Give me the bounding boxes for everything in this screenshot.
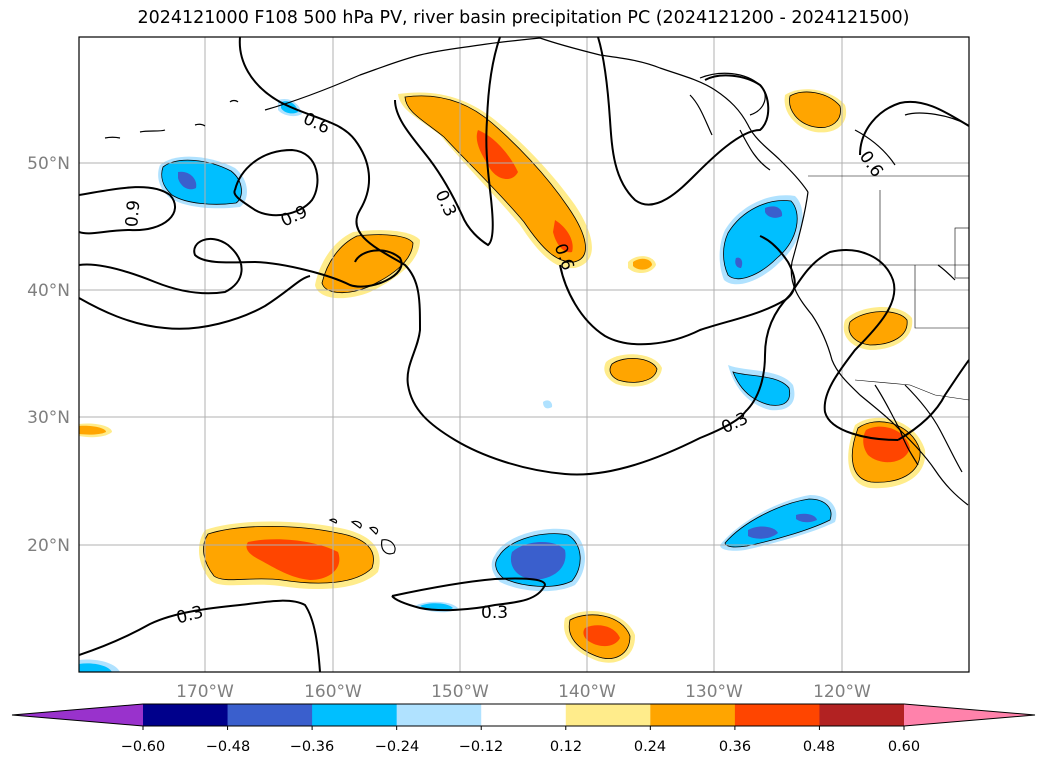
lat-label: 20°N <box>27 536 70 556</box>
colorbar-segment <box>650 704 736 726</box>
precip-negative-area <box>161 160 242 205</box>
precip-positive-area <box>633 258 652 270</box>
colorbar-ticks: −0.60 −0.48 −0.36 −0.24 −0.12 0.12 0.24 … <box>121 739 920 755</box>
map-title: 2024121000 F108 500 hPa PV, river basin … <box>137 8 910 28</box>
pv-contour-line <box>233 148 319 217</box>
alaska-coast <box>264 37 809 193</box>
colorbar-segment <box>481 704 567 726</box>
colorbar-tick-label: −0.60 <box>121 739 165 755</box>
lon-label: 130°W <box>685 682 743 702</box>
pv-contour-line <box>597 37 770 206</box>
colorbar-tick-label: 0.48 <box>803 739 835 755</box>
pv-contour-line <box>79 275 311 330</box>
precip-positive-area <box>848 311 908 345</box>
precip-negative-area <box>765 206 783 218</box>
map-area: 0.6 0.9 0.9 0.3 0.6 0.6 0.3 0.3 0.3 <box>79 37 969 672</box>
pv-contour-line <box>391 577 547 612</box>
pv-contour-line <box>394 37 501 247</box>
hawaii-islands <box>328 518 396 555</box>
latitude-axis: 50°N 40°N 30°N 20°N <box>27 154 70 556</box>
precip-negative-area <box>723 200 798 279</box>
precip-negative-area <box>79 663 112 672</box>
lon-label: 170°W <box>176 682 234 702</box>
lon-label: 120°W <box>813 682 871 702</box>
pv-contour-line <box>859 100 969 156</box>
pv-contour-label: 0.3 <box>174 602 205 628</box>
colorbar-tick-label: 0.36 <box>719 739 751 755</box>
lon-label: 160°W <box>304 682 362 702</box>
pv-contour-label: 0.3 <box>718 409 751 439</box>
precip-outlines <box>161 91 921 659</box>
colorbar-segment <box>819 704 905 726</box>
precip-positive-area <box>863 426 910 463</box>
precip-positive-area <box>322 234 413 293</box>
pv-contour-line <box>744 249 899 441</box>
colorbar-segment <box>312 704 398 726</box>
colorbar-tick-label: −0.48 <box>206 739 250 755</box>
colorbar-extend-max <box>904 704 1035 726</box>
pv-contour-line <box>559 235 796 346</box>
colorbar-extend-min <box>12 704 143 726</box>
lon-label: 140°W <box>558 682 616 702</box>
lat-label: 50°N <box>27 154 70 174</box>
colorbar-segment <box>734 704 820 726</box>
north-america-west-coast <box>790 191 969 506</box>
precip-positive-area <box>610 358 657 383</box>
precip-positive-area <box>79 425 106 435</box>
precip-negative-area <box>735 257 743 268</box>
colorbar-segment <box>565 704 651 726</box>
colorbar-segment <box>396 704 482 726</box>
colorbar-tick-label: −0.36 <box>290 739 334 755</box>
pv-contour-line <box>238 37 746 476</box>
precip-shading <box>79 89 926 672</box>
precip-negative-area <box>796 513 817 523</box>
baja-california-coast <box>874 384 919 466</box>
graticule <box>79 37 969 672</box>
colorbar-segment <box>143 704 229 726</box>
precip-negative-area <box>543 400 553 409</box>
pv-contours <box>79 37 969 672</box>
pv-contour-line <box>79 186 176 235</box>
pv-contour-line <box>897 359 969 441</box>
pv-contour-label: 0.9 <box>122 199 144 228</box>
political-borders <box>790 175 969 401</box>
lat-label: 40°N <box>27 281 70 301</box>
colorbar-tick-label: −0.12 <box>459 739 503 755</box>
colorbar-tick-label: −0.24 <box>375 739 419 755</box>
precip-negative-area <box>733 372 790 406</box>
colorbar-tick-label: 0.60 <box>888 739 920 755</box>
map-frame <box>78 36 970 673</box>
pv-contour-line <box>79 599 321 672</box>
precip-positive-area <box>583 625 620 647</box>
lon-label: 150°W <box>431 682 489 702</box>
colorbar-tick-label: 0.12 <box>550 739 582 755</box>
precip-negative-area <box>510 541 566 580</box>
precip-positive-area <box>405 95 586 263</box>
longitude-axis: 170°W 160°W 150°W 140°W 130°W 120°W <box>176 682 871 702</box>
lat-label: 30°N <box>27 408 70 428</box>
pv-contour-label: 0.3 <box>431 187 461 220</box>
precip-negative-area <box>178 171 197 190</box>
pv-contour-label: 0.3 <box>481 603 508 623</box>
precip-positive-area <box>789 91 841 128</box>
pv-contour-line <box>79 238 403 295</box>
precip-positive-area <box>246 539 340 580</box>
colorbar-segment <box>227 704 313 726</box>
precip-negative-area <box>748 526 778 539</box>
colorbar <box>11 703 1036 730</box>
precip-positive-area <box>553 220 573 253</box>
colorbar-tick-label: 0.24 <box>634 739 666 755</box>
